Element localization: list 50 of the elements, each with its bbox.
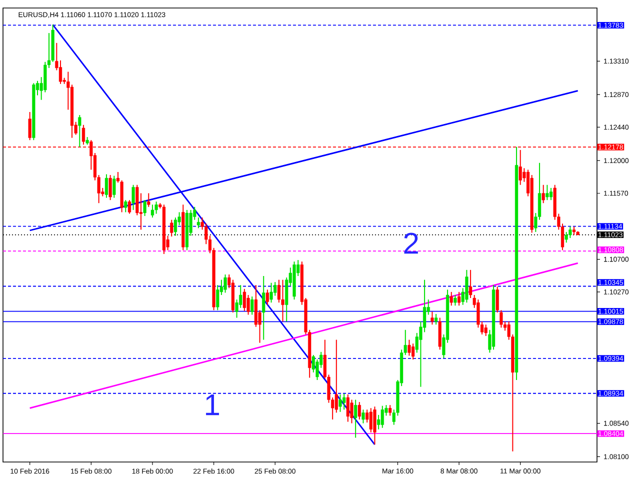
candlestick (266, 289, 269, 306)
candlestick (196, 217, 200, 229)
candlestick (465, 269, 468, 304)
candlestick (270, 282, 273, 304)
candlestick (174, 217, 178, 236)
candlestick (242, 288, 246, 312)
candlestick (484, 324, 488, 336)
candlestick (104, 174, 108, 198)
candlestick (28, 112, 32, 141)
candlestick (430, 311, 434, 326)
candlestick (143, 200, 146, 217)
candlestick (124, 200, 128, 213)
candlestick (408, 339, 411, 356)
candlestick (224, 274, 227, 294)
candlestick (542, 184, 545, 204)
candlestick (150, 204, 154, 218)
candlestick (112, 175, 116, 198)
candlestick (369, 408, 372, 433)
candlestick (154, 201, 158, 214)
candlestick (108, 174, 112, 201)
candlestick (373, 406, 376, 446)
candlestick (546, 184, 549, 201)
candlestick (454, 294, 457, 306)
candlestick (338, 394, 342, 412)
candlestick (568, 226, 572, 239)
candlestick (457, 291, 461, 306)
candlestick (170, 219, 174, 238)
candlestick (262, 275, 266, 340)
candlestick (549, 187, 553, 201)
candlestick (346, 394, 350, 422)
candlestick (147, 192, 150, 208)
candlestick (78, 114, 82, 148)
candlestick (128, 200, 132, 214)
candlestick (132, 184, 135, 210)
annotation: 1 (206, 394, 219, 416)
candlestick (358, 402, 361, 420)
annotation: 2 (404, 232, 418, 254)
candlestick (82, 124, 86, 146)
candlestick (277, 279, 280, 304)
candlestick (281, 279, 284, 322)
candlestick (362, 409, 365, 424)
candlestick (450, 291, 453, 306)
candlestick (380, 405, 384, 428)
candlestick (388, 404, 392, 416)
candlestick (342, 393, 346, 410)
candlestick (250, 296, 254, 316)
candlestick (412, 343, 415, 360)
candlestick (518, 149, 522, 186)
candlestick (434, 313, 438, 326)
candlestick (354, 399, 358, 438)
